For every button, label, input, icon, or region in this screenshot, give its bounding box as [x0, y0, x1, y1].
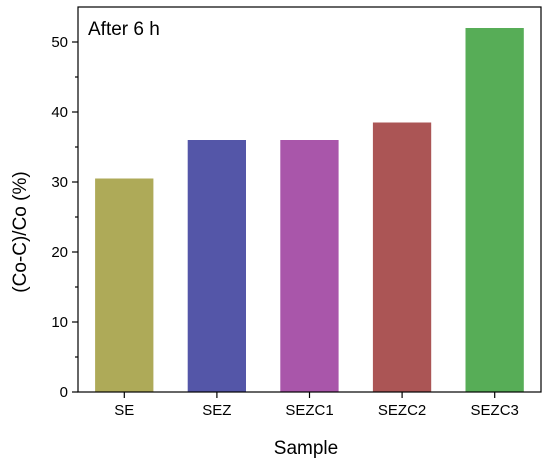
plot-frame: [77, 6, 542, 393]
y-axis-ticks: 0 10 20 30 40 50: [51, 34, 78, 401]
bar-sezc3: [465, 28, 524, 392]
y-tick-label-30: 30: [51, 174, 68, 191]
y-tick-label-10: 10: [51, 314, 68, 331]
y-tick-label-40: 40: [51, 104, 68, 121]
bar-se: [95, 178, 154, 392]
x-tick-label-sezc2: SEZC2: [378, 402, 426, 419]
y-tick-label-50: 50: [51, 34, 68, 51]
x-tick-label-sez: SEZ: [202, 402, 231, 419]
y-axis-title: (Co-C)/Co (%): [10, 171, 31, 292]
bars-group: [95, 28, 524, 392]
x-axis-ticks: SE SEZ SEZC1 SEZC2 SEZC3: [114, 392, 519, 419]
y-tick-label-20: 20: [51, 244, 68, 261]
bar-sez: [187, 140, 246, 392]
bar-sezc1: [280, 140, 339, 392]
x-tick-label-se: SE: [114, 402, 134, 419]
y-tick-label-0: 0: [60, 384, 68, 401]
x-axis-title: Sample: [274, 438, 338, 459]
bar-sezc2: [372, 122, 432, 392]
x-tick-label-sezc1: SEZC1: [285, 402, 333, 419]
chart-annotation: After 6 h: [88, 19, 160, 40]
x-tick-label-sezc3: SEZC3: [471, 402, 519, 419]
